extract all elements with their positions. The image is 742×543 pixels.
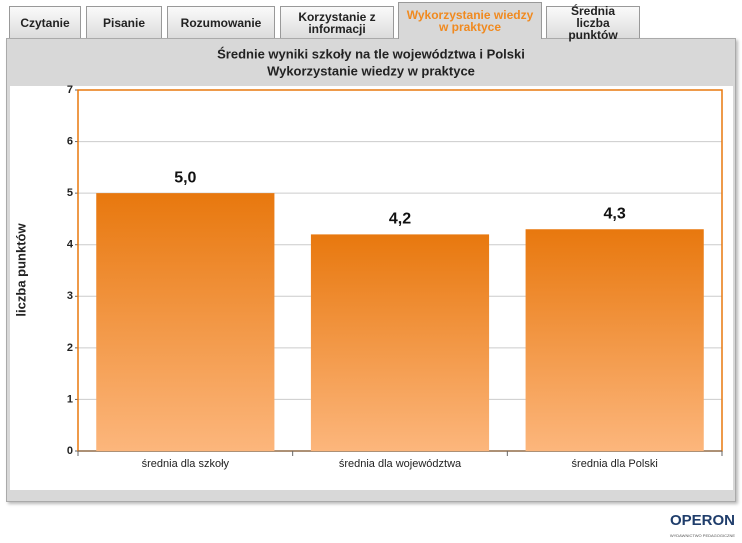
y-tick-label: 2	[67, 342, 73, 354]
tab[interactable]: Wykorzystanie wiedzy w praktyce	[398, 2, 542, 39]
value-label: 4,3	[604, 205, 626, 222]
bar	[525, 229, 704, 451]
chart-title: Średnie wyniki szkoły na tle województwa…	[217, 46, 525, 61]
logo: OPERON	[670, 512, 735, 529]
y-tick-label: 1	[67, 393, 73, 405]
tab[interactable]: Czytanie	[9, 6, 81, 38]
chart-subtitle: Wykorzystanie wiedzy w praktyce	[267, 63, 475, 78]
x-tick-label: średnia dla szkoły	[142, 458, 230, 470]
bar	[310, 234, 490, 451]
value-label: 5,0	[174, 169, 196, 186]
tab[interactable]: Korzystanie z informacji	[280, 6, 394, 38]
y-tick-label: 0	[67, 445, 73, 457]
y-tick-label: 7	[67, 84, 73, 96]
tab[interactable]: Rozumowanie	[167, 6, 275, 38]
y-tick-label: 4	[67, 239, 74, 251]
y-tick-label: 5	[67, 187, 73, 199]
y-axis-label: liczba punktów	[13, 223, 28, 317]
value-label: 4,2	[389, 211, 411, 228]
tab[interactable]: Pisanie	[86, 6, 162, 38]
y-tick-label: 6	[67, 135, 73, 147]
x-tick-label: średnia dla województwa	[339, 458, 462, 470]
x-tick-label: średnia dla Polski	[572, 458, 658, 470]
y-tick-label: 3	[67, 290, 73, 302]
tab[interactable]: Średnia liczba punktów	[546, 5, 640, 41]
logo-subtitle: WYDAWNICTWO PEDAGOGICZNE	[670, 533, 736, 538]
bar	[96, 193, 275, 451]
